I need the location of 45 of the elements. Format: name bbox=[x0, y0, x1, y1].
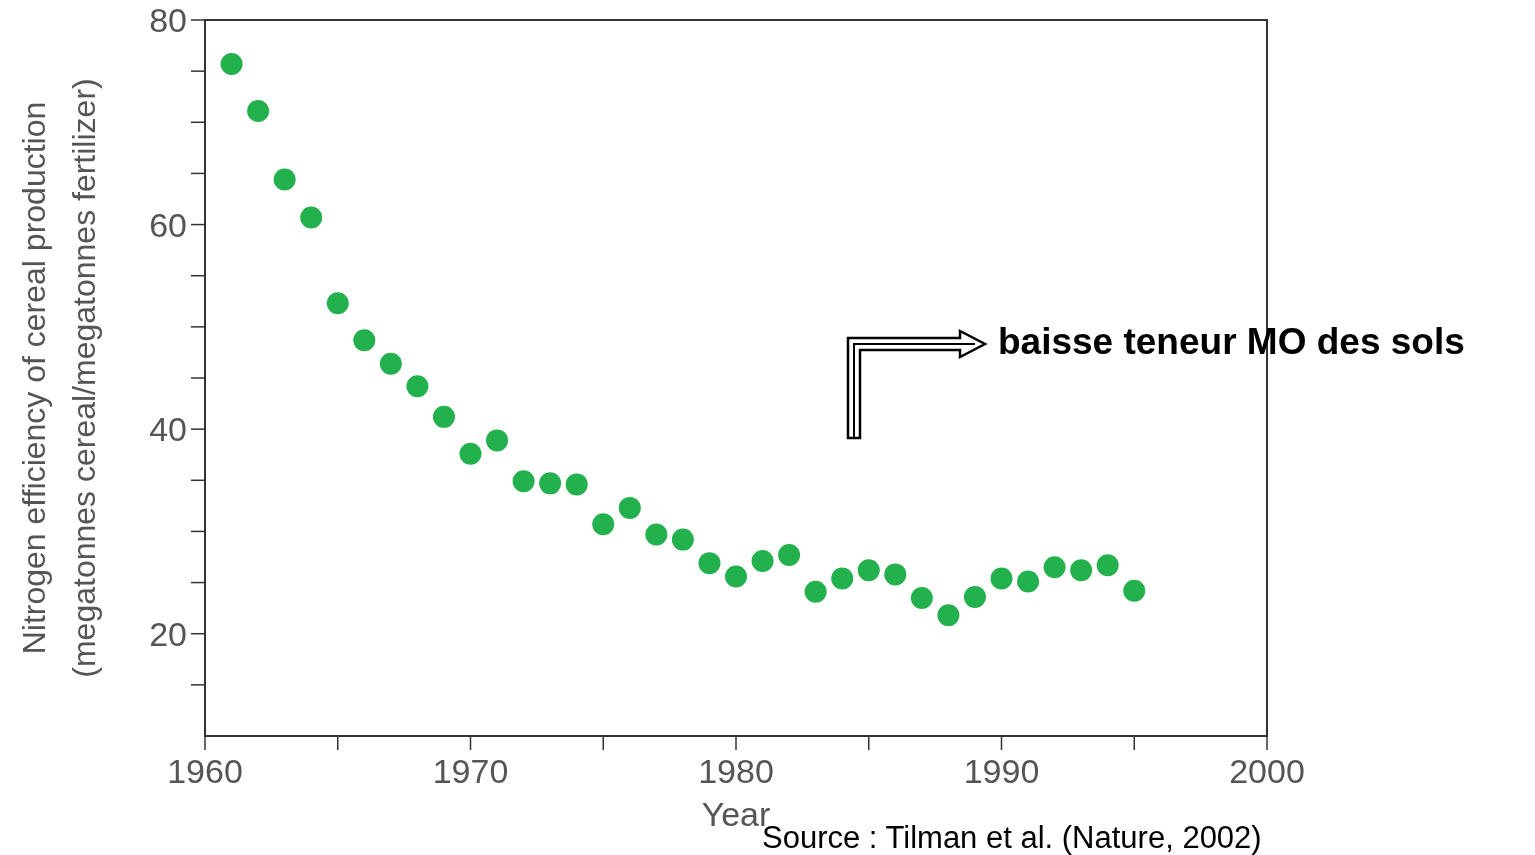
x-tick-label: 1980 bbox=[698, 752, 774, 790]
point bbox=[671, 528, 694, 551]
point bbox=[353, 329, 376, 352]
y-tick-label: 60 bbox=[149, 205, 187, 244]
y-tick-label: 40 bbox=[149, 410, 187, 449]
y-tick-label: 80 bbox=[149, 1, 187, 39]
point bbox=[1017, 570, 1040, 593]
point bbox=[379, 352, 402, 375]
point bbox=[592, 513, 615, 536]
x-tick-label: 1970 bbox=[432, 752, 509, 790]
point bbox=[937, 604, 960, 627]
point bbox=[618, 496, 641, 519]
point bbox=[486, 429, 509, 452]
point bbox=[645, 523, 668, 546]
point bbox=[751, 550, 774, 573]
y-axis-title: Nitrogen efficiency of cereal production (megatonnes cereal/megatonnes fertilizer) bbox=[16, 78, 102, 678]
x-tick-label: 2000 bbox=[1229, 752, 1305, 790]
y-tick-label: 20 bbox=[149, 614, 187, 653]
point bbox=[831, 567, 854, 590]
point bbox=[459, 442, 482, 465]
point bbox=[804, 580, 827, 603]
point bbox=[326, 292, 349, 315]
point bbox=[884, 563, 907, 586]
x-tick-label: 1960 bbox=[167, 752, 243, 790]
point bbox=[857, 559, 880, 582]
x-tick-label: 1990 bbox=[963, 752, 1040, 790]
point bbox=[910, 586, 933, 609]
point bbox=[300, 206, 323, 229]
point bbox=[990, 567, 1013, 590]
point bbox=[273, 168, 296, 191]
point bbox=[725, 565, 747, 588]
point bbox=[698, 552, 721, 575]
point bbox=[963, 585, 986, 608]
point bbox=[539, 472, 562, 495]
point bbox=[1096, 554, 1119, 577]
point bbox=[512, 470, 535, 493]
point bbox=[778, 543, 801, 566]
point bbox=[406, 375, 429, 398]
point bbox=[1070, 559, 1093, 582]
point bbox=[565, 473, 588, 496]
point bbox=[1043, 556, 1066, 579]
point bbox=[1123, 579, 1146, 602]
point bbox=[432, 405, 455, 428]
point bbox=[247, 100, 270, 123]
point bbox=[220, 52, 243, 75]
